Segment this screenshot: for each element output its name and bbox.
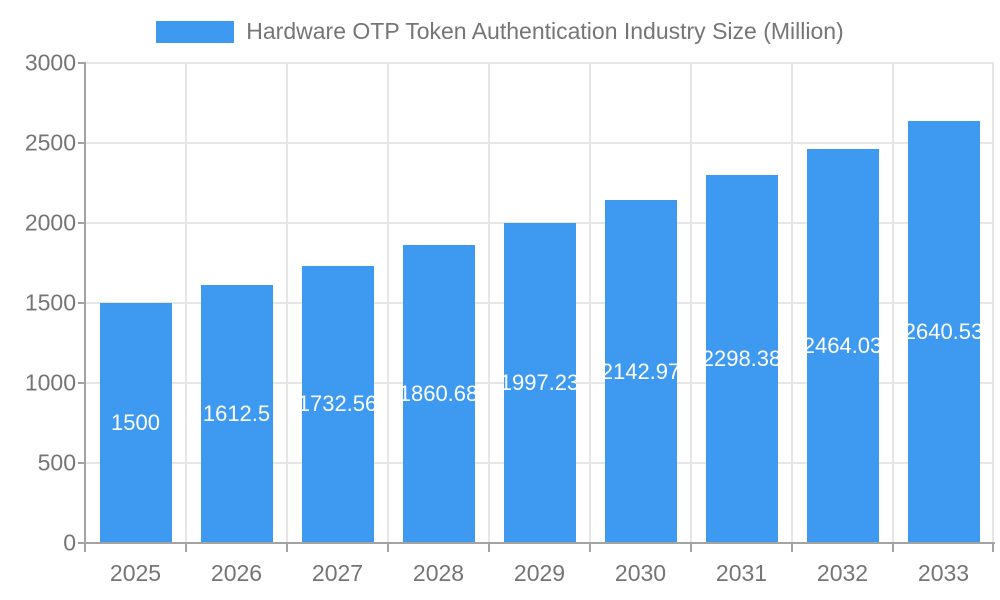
x-axis-label-2032: 2032 [816, 560, 869, 586]
x-axis-tick [488, 544, 490, 552]
x-axis-label-2026: 2026 [210, 560, 263, 586]
x-axis-label-2031: 2031 [715, 560, 768, 586]
y-axis-label: 0 [63, 529, 76, 556]
y-axis-tick [78, 222, 85, 224]
bar-value-label: 2464.03 [806, 332, 879, 358]
legend-label: Hardware OTP Token Authentication Indust… [246, 18, 844, 44]
bar-value-label: 2142.97 [604, 358, 677, 384]
x-axis-tick [185, 544, 187, 552]
x-axis-tick [286, 544, 288, 552]
bar-2028: 1860.68 [402, 245, 475, 543]
x-gridline [791, 63, 793, 543]
x-axis-tick [690, 544, 692, 552]
bar-value-label: 2298.38 [705, 346, 778, 372]
y-axis-label: 3000 [24, 49, 76, 76]
bar-value-label: 2640.53 [907, 318, 980, 344]
legend-swatch [156, 20, 235, 43]
bar-2026: 1612.5 [200, 285, 273, 543]
x-axis-tick [387, 544, 389, 552]
y-axis-tick [78, 302, 85, 304]
x-gridline [690, 63, 692, 543]
plot-area: 1500 1612.5 1732.56 1860.68 1997.23 2142.97 22… [85, 62, 994, 543]
y-axis-label: 2000 [24, 209, 76, 236]
bar-2032: 2464.03 [806, 148, 879, 543]
x-gridline [387, 63, 389, 543]
bar-2030: 2142.97 [604, 200, 677, 543]
legend: Hardware OTP Token Authentication Indust… [0, 18, 1000, 46]
bar-value-label: 1612.5 [202, 401, 271, 426]
x-axis-label-2027: 2027 [311, 560, 364, 586]
y-axis-label: 1000 [24, 369, 76, 396]
x-axis-label-2028: 2028 [412, 560, 465, 586]
x-axis-line [84, 542, 995, 544]
y-axis-label: 1500 [24, 289, 76, 316]
y-axis-tick [78, 542, 85, 544]
x-gridline [992, 63, 994, 543]
bar-value-label: 1732.56 [301, 391, 374, 417]
x-axis-label-2030: 2030 [614, 560, 667, 586]
bar-2025: 1500 [99, 303, 172, 543]
y-axis-line [84, 62, 86, 544]
x-axis-tick [791, 544, 793, 552]
x-axis-tick [892, 544, 894, 552]
bar-2033: 2640.53 [907, 120, 980, 543]
y-axis-tick [78, 382, 85, 384]
x-gridline [286, 63, 288, 543]
x-axis-tick [992, 544, 994, 552]
y-gridline [85, 62, 994, 64]
bar-2027: 1732.56 [301, 265, 374, 543]
x-axis-tick [84, 544, 86, 552]
x-gridline [185, 63, 187, 543]
bar-value-label: 1860.68 [402, 381, 475, 407]
bar-value-label: 1997.23 [503, 370, 576, 396]
y-axis-tick [78, 62, 85, 64]
x-axis-tick [589, 544, 591, 552]
bar-value-label: 1500 [111, 410, 160, 435]
y-axis-label: 2500 [24, 129, 76, 156]
y-axis-label: 500 [37, 449, 76, 476]
y-axis-tick [78, 142, 85, 144]
x-gridline [589, 63, 591, 543]
y-gridline [85, 142, 994, 144]
x-gridline [892, 63, 894, 543]
x-axis-label-2029: 2029 [513, 560, 566, 586]
y-axis-tick [78, 462, 85, 464]
bar-2029: 1997.23 [503, 223, 576, 543]
x-gridline [488, 63, 490, 543]
y-gridline [85, 222, 994, 224]
x-axis-label-2033: 2033 [917, 560, 970, 586]
x-axis-label-2025: 2025 [109, 560, 162, 586]
bar-2031: 2298.38 [705, 175, 778, 543]
